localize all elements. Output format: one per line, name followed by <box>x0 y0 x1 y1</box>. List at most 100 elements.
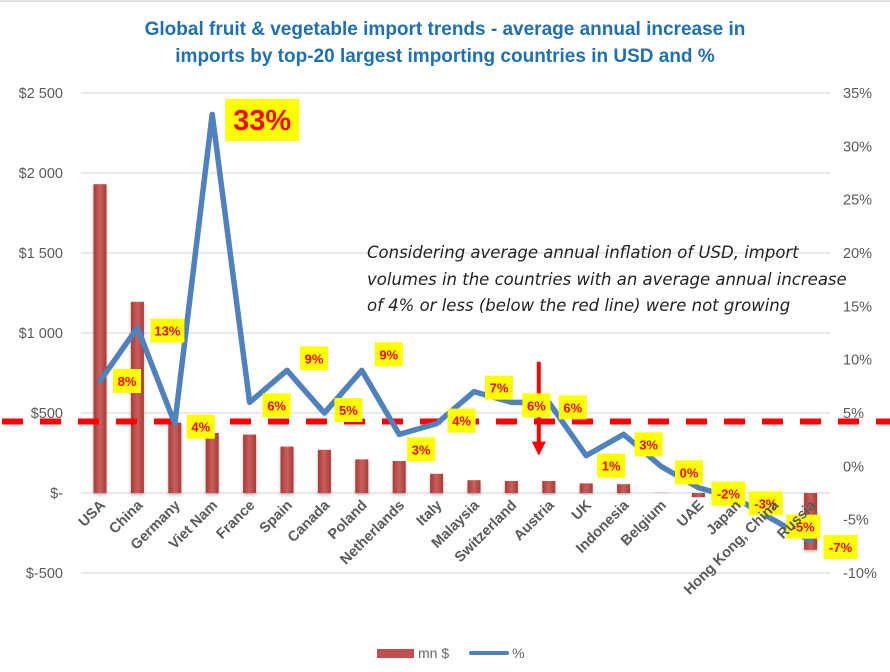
left-axis-tick-label: $2 500 <box>19 86 63 102</box>
bar-germany <box>168 422 182 493</box>
data-label-box <box>262 393 291 418</box>
right-axis-tick-label: 25% <box>843 193 872 209</box>
top-border <box>0 0 890 2</box>
data-label-box <box>485 375 513 400</box>
data-label-text: 9% <box>305 351 324 366</box>
data-label: 6% <box>522 393 551 418</box>
data-label-text: 3% <box>412 442 431 457</box>
right-axis-tick-label: 30% <box>843 139 872 155</box>
right-axis: 35% 30% 25% 20% 15% 10% 5% 0% -5% -10% <box>843 86 877 582</box>
data-label: 13% <box>150 318 185 343</box>
left-axis-tick-label: $1 500 <box>19 246 63 262</box>
left-axis-tick-label: $1 000 <box>19 326 63 342</box>
data-label-box <box>113 369 141 393</box>
data-label-text: -2% <box>717 487 741 502</box>
data-label-text: 6% <box>527 398 546 413</box>
bar-usa <box>93 184 107 493</box>
data-label-box <box>597 453 626 478</box>
bar-italy <box>430 473 444 493</box>
data-label-text: 7% <box>490 381 509 396</box>
right-axis-tick-label: 10% <box>843 353 872 369</box>
data-label-box <box>522 393 551 418</box>
data-label-box <box>786 514 821 539</box>
right-axis-tick-label: 5% <box>843 406 864 422</box>
data-label-text: -7% <box>829 540 853 555</box>
legend-bar-swatch <box>377 648 414 658</box>
bar-belgium <box>654 492 668 494</box>
bar-indonesia <box>617 484 631 493</box>
bar-uae <box>691 493 705 497</box>
bar-poland <box>355 459 369 493</box>
data-label-box <box>447 408 476 433</box>
data-label-box <box>675 460 703 485</box>
data-label-box <box>374 342 403 367</box>
left-axis: $2 500 $2 000 $1 500 $1 000 $500 $- $-500 <box>19 86 64 582</box>
data-label-box <box>225 99 300 141</box>
bar-china <box>130 301 144 493</box>
data-label-box <box>186 414 215 439</box>
data-label-text: -3% <box>754 496 778 511</box>
data-label-box <box>748 491 783 516</box>
left-axis-tick-label: $- <box>50 486 63 502</box>
data-label-box <box>300 346 328 371</box>
legend-line-label: % <box>512 645 525 661</box>
data-label-text: -5% <box>792 520 816 535</box>
data-label: -2% <box>711 481 746 506</box>
data-label: 4% <box>186 414 215 439</box>
data-label: 3% <box>407 437 436 462</box>
left-axis-tick-label: $2 000 <box>19 166 63 182</box>
right-axis-tick-label: -10% <box>843 566 877 582</box>
bar-netherlands <box>392 461 406 493</box>
data-label: 9% <box>300 346 328 371</box>
data-label: 6% <box>262 393 291 418</box>
data-label-text: 8% <box>118 374 137 389</box>
data-label-box <box>558 395 587 420</box>
data-label-text: 13% <box>154 324 180 339</box>
x-axis-label: France <box>213 498 258 543</box>
right-axis-tick-label: 0% <box>843 459 864 475</box>
data-label-box <box>334 398 363 422</box>
arrow-head <box>531 441 546 456</box>
data-label-text: 6% <box>563 400 582 415</box>
bar-malaysia <box>467 480 481 493</box>
data-label-text: 9% <box>379 347 398 362</box>
bar-switzerland <box>504 481 518 493</box>
x-axis-label: Canada <box>285 497 334 546</box>
data-label: 5% <box>334 398 363 422</box>
right-axis-tick-label: 35% <box>843 86 872 102</box>
data-label: 0% <box>675 460 703 485</box>
data-label: 6% <box>558 395 587 420</box>
bar-spain <box>280 446 294 493</box>
data-label-text: 4% <box>452 414 471 429</box>
data-label: 9% <box>374 342 403 367</box>
bar-france <box>243 434 257 493</box>
left-axis-tick-label: $500 <box>31 406 63 422</box>
data-label-text: 0% <box>680 465 699 480</box>
data-label-text: 33% <box>233 105 291 137</box>
data-label-box <box>407 437 436 462</box>
left-axis-tick-label: $-500 <box>26 566 63 582</box>
data-label-box <box>823 535 858 559</box>
data-label-box <box>634 432 663 457</box>
data-label: 33% <box>225 99 300 141</box>
data-label: 8% <box>113 369 141 393</box>
x-axis-label: UK <box>569 497 595 523</box>
data-label: -5% <box>786 514 821 539</box>
bar-series <box>93 184 818 550</box>
right-axis-tick-label: 20% <box>843 246 872 262</box>
chart-title: Global fruit & vegetable import trends -… <box>0 16 890 70</box>
data-label: 1% <box>597 453 626 478</box>
data-label-text: 1% <box>602 459 621 474</box>
x-axis-label: Italy <box>414 498 446 530</box>
legend-bar-label: mn $ <box>418 645 450 661</box>
bar-austria <box>542 481 556 493</box>
data-label-text: 4% <box>191 420 210 435</box>
data-label: -7% <box>823 535 858 559</box>
data-label: -3% <box>748 491 783 516</box>
bar-viet-nam <box>205 433 219 493</box>
bar-uk <box>579 483 593 493</box>
chart-title-line-1: Global fruit & vegetable import trends -… <box>144 19 746 40</box>
right-axis-tick-label: -5% <box>843 513 869 529</box>
data-label: 4% <box>447 408 476 433</box>
